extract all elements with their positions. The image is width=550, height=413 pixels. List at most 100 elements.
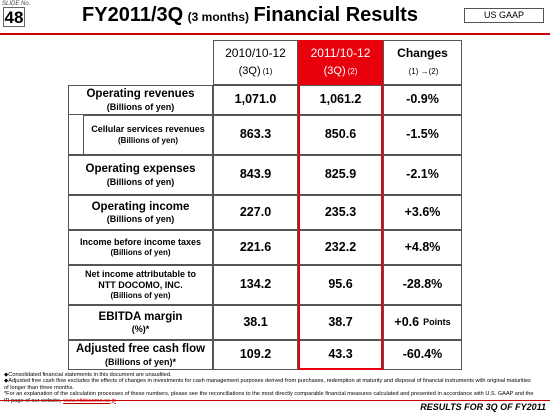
value-cell: 38.1 <box>213 305 298 340</box>
change-unit: Points <box>423 316 451 327</box>
row-unit: (Billions of yen) <box>106 214 175 225</box>
row-label-line: Operating expenses <box>85 163 196 176</box>
column-period: 2010/10-12 <box>225 46 286 61</box>
row-unit: (Billions of yen)* <box>104 356 176 367</box>
value-cell: 134.2 <box>213 265 298 305</box>
row-unit: (Billions of yen) <box>106 101 175 112</box>
value-cell: 95.6 <box>298 265 383 305</box>
value: 235.3 <box>324 204 357 219</box>
value-cell: +4.8% <box>383 230 462 265</box>
row-unit: (Billions of yen) <box>106 176 175 187</box>
value-cell: 843.9 <box>213 155 298 195</box>
value-cell: 38.7 <box>298 305 383 340</box>
row-label-line: Cellular services revenues <box>91 124 205 135</box>
row-label-line: Operating revenues <box>86 88 195 101</box>
value: 863.3 <box>239 127 272 142</box>
column-header: 2010/10-12 (3Q) (1) <box>213 40 298 85</box>
column-quarter: (3Q) <box>323 65 346 78</box>
value: +3.6% <box>404 204 441 219</box>
row-label-line: EBITDA margin <box>98 310 183 323</box>
row-label: Operating expenses (Billions of yen) <box>68 155 213 195</box>
column-quarter: (3Q) <box>238 65 261 78</box>
row-label-line: NTT DOCOMO, INC. <box>98 280 183 290</box>
value-cell: 221.6 <box>213 230 298 265</box>
value: +0.6 <box>394 314 420 329</box>
value: 843.9 <box>239 167 272 182</box>
column-period: Changes <box>397 46 448 61</box>
value: 43.3 <box>328 347 353 362</box>
row-unit: (%)* <box>131 324 150 335</box>
value: -28.8% <box>402 277 443 292</box>
value-cell: 825.9 <box>298 155 383 195</box>
value: 850.6 <box>324 127 357 142</box>
column-sub: (3Q) (2) <box>324 65 358 79</box>
gaap-badge: US GAAP <box>464 8 544 23</box>
column-period: 2011/10-12 <box>310 46 371 61</box>
footnote-text: ◆Consolidated financial statements in th… <box>4 372 172 378</box>
value: 38.7 <box>328 314 353 329</box>
value: 227.0 <box>239 204 272 219</box>
value-cell: -28.8% <box>383 265 462 305</box>
row-label-line: Net income attributable to <box>84 268 196 279</box>
value: 1,071.0 <box>234 92 277 107</box>
row-unit: (Billions of yen) <box>118 135 178 145</box>
value-cell: +3.6% <box>383 195 462 230</box>
value-cell: -60.4% <box>383 340 462 370</box>
footnote: ◆Consolidated financial statements in th… <box>4 372 534 378</box>
value: 232.2 <box>324 239 357 254</box>
row-label: EBITDA margin (%)* <box>68 305 213 340</box>
value-cell: +0.6 Points <box>383 305 462 340</box>
slide-label: SLIDE No. <box>2 1 31 7</box>
row-label-line: Income before income taxes <box>79 236 202 247</box>
value-cell: 863.3 <box>213 115 298 155</box>
title: FY2011/3Q (3 months) Financial Results <box>60 4 440 27</box>
row-label-line: Operating income <box>91 200 190 213</box>
value: 95.6 <box>328 277 353 292</box>
row-label: Net income attributable to NTT DOCOMO, IN… <box>68 265 213 305</box>
header-rule <box>0 33 550 35</box>
row-label: Income before income taxes (Billions of y… <box>68 230 213 265</box>
row-unit: (Billions of yen) <box>110 248 171 258</box>
value-cell: -0.9% <box>383 85 462 115</box>
title-rest: Financial Results <box>253 4 418 26</box>
value-cell: 227.0 <box>213 195 298 230</box>
column-header: 2011/10-12 (3Q) (2) <box>298 40 383 85</box>
row-label: Adjusted free cash flow (Billions of yen)… <box>68 340 213 370</box>
column-header: Changes (1) →(2) <box>383 40 462 85</box>
column-note: (2) <box>347 67 358 77</box>
row-label: Operating revenues (Billions of yen) <box>68 85 213 115</box>
footnote-text: ◆Adjusted free cash flow excludes the ef… <box>4 378 531 391</box>
footer-text: RESULTS FOR 3Q OF FY2011 <box>420 402 546 412</box>
value-cell: -2.1% <box>383 155 462 195</box>
value-cell: 1,071.0 <box>213 85 298 115</box>
value-cell: 109.2 <box>213 340 298 370</box>
value: 221.6 <box>239 239 272 254</box>
value-cell: 1,061.2 <box>298 85 383 115</box>
value: 134.2 <box>239 277 272 292</box>
value: 38.1 <box>243 314 268 329</box>
slide-number: 48 <box>3 7 25 27</box>
row-label: Operating income (Billions of yen) <box>68 195 213 230</box>
value: 109.2 <box>239 347 272 362</box>
column-note: (1) →(2) <box>408 67 439 77</box>
value: -0.9% <box>406 92 439 107</box>
title-period: (3 months) <box>187 10 250 24</box>
row-label-line: Adjusted free cash flow <box>75 343 206 356</box>
row-label: Cellular services revenues (Billions of y… <box>83 115 213 155</box>
value-cell: 43.3 <box>298 340 383 370</box>
value: -2.1% <box>406 167 439 182</box>
value: -1.5% <box>406 127 439 142</box>
value-cell: 232.2 <box>298 230 383 265</box>
footnote: ◆Adjusted free cash flow excludes the ef… <box>4 378 534 391</box>
value: 825.9 <box>324 167 357 182</box>
value-cell: 850.6 <box>298 115 383 155</box>
column-sub: (1) →(2) <box>407 65 439 79</box>
title-main: FY2011/3Q <box>82 4 184 26</box>
value: 1,061.2 <box>319 92 362 107</box>
group-border <box>68 85 84 155</box>
value-cell: -1.5% <box>383 115 462 155</box>
footer-rule <box>0 400 550 401</box>
value: +4.8% <box>404 239 441 254</box>
